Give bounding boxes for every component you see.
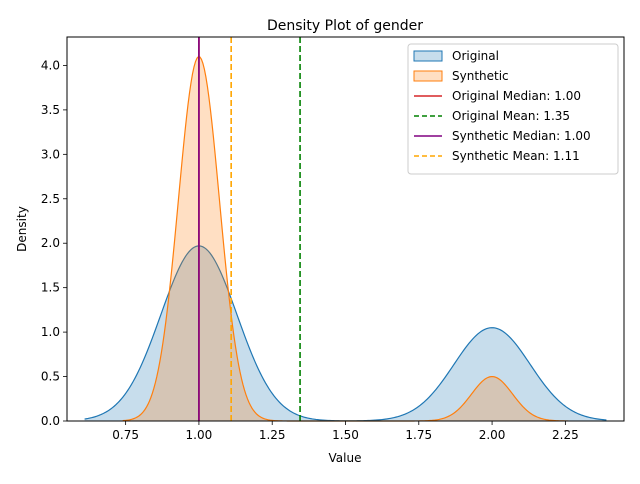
y-tick-label: 1.5 [41, 281, 60, 295]
x-axis-label: Value [329, 451, 362, 465]
y-tick-label: 3.5 [41, 103, 60, 117]
y-tick-label: 2.0 [41, 236, 60, 250]
plot-area [84, 37, 607, 422]
y-tick-label: 4.0 [41, 58, 60, 72]
y-tick-label: 0.0 [41, 414, 60, 428]
y-tick-label: 1.0 [41, 325, 60, 339]
chart-title: Density Plot of gender [267, 18, 423, 34]
y-tick-label: 2.5 [41, 192, 60, 206]
legend-label-original-mean-1-35: Original Mean: 1.35 [452, 109, 570, 123]
axes: 0.75 1.00 1.25 1.50 1.75 2.00 2.25 0.0 0.5 1.0 1.5… [41, 36, 625, 442]
x-tick-label: 2.00 [479, 428, 506, 442]
legend-swatch-synthetic [413, 70, 443, 82]
x-tick-label: 1.00 [186, 428, 213, 442]
y-tick-label: 0.5 [41, 370, 60, 384]
legend-box [407, 43, 619, 175]
legend-label-synthetic: Synthetic [452, 69, 509, 83]
legend: Original Synthetic Original Median: 1.00 Or… [407, 43, 619, 175]
legend-label-synthetic-mean-1-11: Synthetic Mean: 1.11 [452, 149, 580, 163]
x-tick-label: 2.25 [552, 428, 579, 442]
legend-swatch-original [413, 50, 443, 62]
legend-label-original: Original [452, 49, 499, 63]
x-tick-label: 1.75 [405, 428, 432, 442]
y-tick-label: 3.0 [41, 147, 60, 161]
original-density-area [84, 245, 607, 421]
x-tick-label: 0.75 [112, 428, 139, 442]
y-axis-label: Density [15, 206, 29, 252]
legend-label-synthetic-median-1-00: Synthetic Median: 1.00 [452, 129, 591, 143]
x-tick-label: 1.25 [259, 428, 286, 442]
legend-label-original-median-1-00: Original Median: 1.00 [452, 89, 581, 103]
synthetic-density-area [122, 56, 569, 422]
x-tick-label: 1.50 [332, 428, 359, 442]
